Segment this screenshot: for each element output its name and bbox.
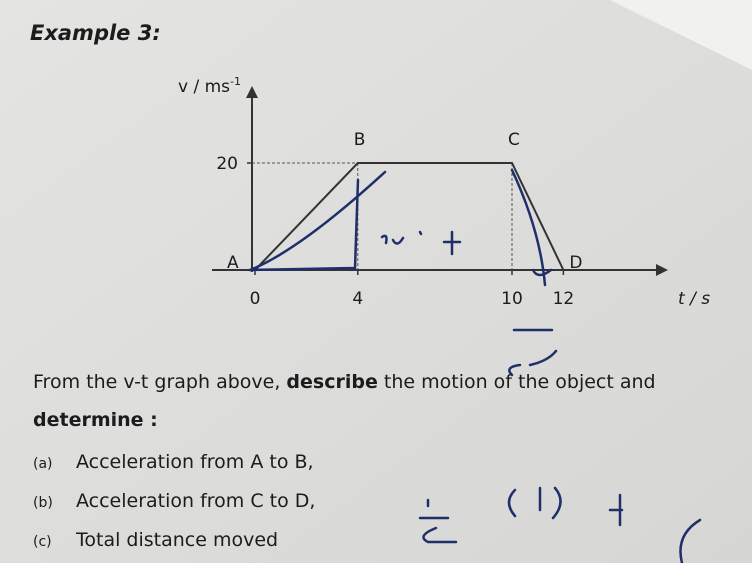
item-marker: (c)	[33, 534, 52, 550]
y-axis-label-sup: -1	[230, 75, 241, 88]
intro-emphasis: describe	[286, 371, 377, 393]
page-edge	[610, 0, 752, 70]
scribble	[418, 498, 458, 544]
item-marker: (a)	[33, 456, 53, 472]
x-tick-label: 10	[501, 289, 523, 309]
point-label: A	[227, 253, 239, 273]
intro-text: From the v-t graph above,	[33, 371, 286, 393]
intro-text: the motion of the object and	[378, 371, 656, 393]
y-arrow	[246, 86, 258, 98]
item-marker: (b)	[33, 495, 53, 511]
y-axis-label-text: v / ms	[178, 77, 230, 97]
scribble	[508, 328, 558, 377]
x-arrow	[656, 264, 668, 276]
x-axis-label: t / s	[678, 289, 710, 309]
determine: determine :	[33, 409, 158, 431]
y-tick-label: 20	[216, 154, 238, 174]
velocity-line	[254, 162, 565, 271]
scribble	[380, 230, 462, 256]
handwriting	[248, 168, 702, 563]
scribble	[248, 170, 387, 272]
scribble	[248, 178, 360, 272]
item-text: Total distance moved	[75, 529, 278, 551]
question-intro: From the v-t graph above, describe the m…	[33, 371, 656, 393]
item-text: Acceleration from A to B,	[76, 451, 314, 473]
item-text: Acceleration from C to D,	[76, 490, 315, 512]
question-items: (a) Acceleration from A to B, (b) Accelerat…	[33, 451, 315, 551]
x-tick-label: 4	[352, 289, 363, 309]
vt-graph: v / ms-1 t / s 0 4 10 12 20 A B C D	[178, 75, 710, 309]
example-title: Example 3:	[30, 21, 161, 45]
x-tick-label: 0	[250, 289, 261, 309]
point-label: B	[354, 130, 366, 150]
point-label: D	[569, 253, 582, 273]
y-axis-label: v / ms-1	[178, 75, 241, 97]
scribble	[507, 486, 702, 563]
x-tick-label: 12	[553, 289, 575, 309]
point-label: C	[508, 130, 520, 150]
scribble	[510, 168, 553, 287]
